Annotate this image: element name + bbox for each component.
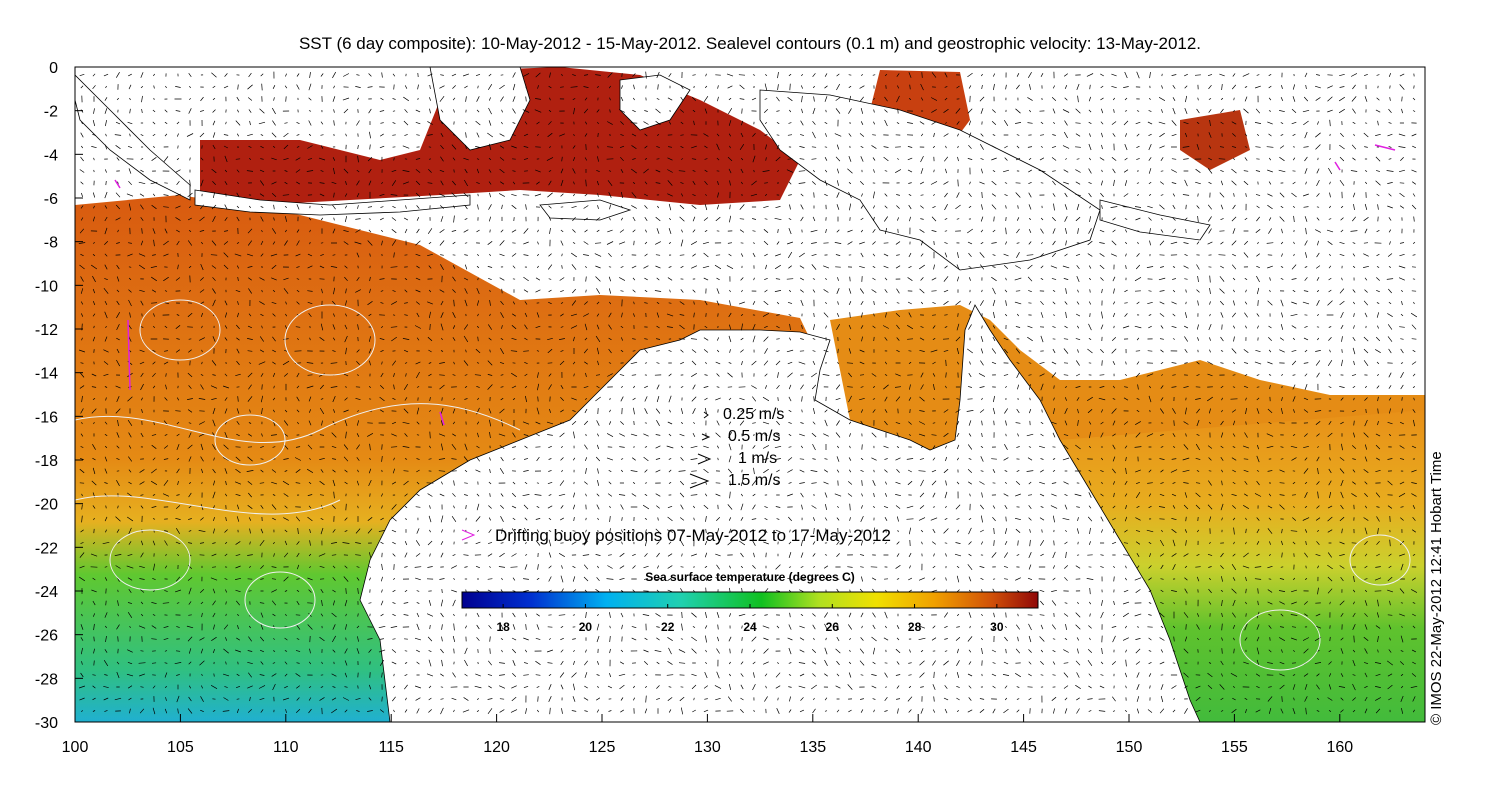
x-tick-label: 155 (1221, 739, 1248, 756)
legend-arrow-15 (689, 473, 710, 489)
colorbar-tick-label: 28 (908, 620, 922, 634)
y-tick-label: -10 (35, 278, 58, 295)
x-tick-label: 150 (1116, 739, 1143, 756)
legend-arrow-05 (701, 433, 711, 441)
sealevel-contours (75, 299, 1411, 671)
sst-pacific-hot (1180, 110, 1250, 170)
y-tick-label: -30 (35, 715, 58, 732)
buoy-legend-marker (461, 529, 476, 541)
velocity-legend-label: 1.5 m/s (728, 472, 781, 489)
y-tick-label: -14 (35, 366, 58, 383)
y-tick-label: -4 (44, 147, 58, 164)
y-tick-label: -2 (44, 104, 58, 121)
y-tick-label: -6 (44, 191, 58, 208)
y-tick-label: 0 (49, 60, 58, 77)
colorbar-tick-label: 18 (496, 620, 510, 634)
legend-arrow-1 (697, 453, 712, 465)
x-tick-label: 145 (1010, 739, 1037, 756)
map-title: SST (6 day composite): 10-May-2012 - 15-… (298, 34, 1202, 53)
x-tick-label: 140 (905, 739, 932, 756)
axis-ticks: 100 105 110 115 120 125 130 135 140 145 150 155 160 0… (35, 60, 1353, 756)
sst-east-cool (1060, 410, 1425, 722)
colorbar-title: Sea surface temperature (degrees C) (645, 570, 855, 584)
credit-label: © IMOS 22-May-2012 12:41 Hobart Time (1428, 451, 1445, 725)
x-tick-label: 105 (167, 739, 194, 756)
colorbar-tick-label: 20 (579, 620, 593, 634)
x-tick-label: 120 (483, 739, 510, 756)
x-tick-label: 100 (62, 739, 89, 756)
x-tick-label: 110 (273, 739, 299, 756)
y-tick-label: -12 (35, 322, 58, 339)
colorbar-tick-label: 22 (661, 620, 675, 634)
y-tick-label: -18 (35, 453, 58, 470)
buoy-legend-label: Drifting buoy positions 07-May-2012 to 1… (495, 526, 891, 545)
x-tick-label: 125 (589, 739, 616, 756)
plot-frame (74, 66, 1426, 723)
velocity-arrows (78, 71, 1418, 715)
y-tick-label: -22 (35, 540, 58, 557)
legend-arrow-025 (703, 411, 709, 419)
colorbar-tick-label: 26 (826, 620, 840, 634)
buoy-tracks (114, 144, 1396, 426)
x-tick-label: 135 (799, 739, 826, 756)
velocity-vectors (78, 71, 1418, 715)
y-tick-label: -8 (44, 235, 58, 252)
y-tick-label: -20 (35, 497, 58, 514)
x-tick-label: 160 (1326, 739, 1353, 756)
y-tick-label: -28 (35, 671, 58, 688)
land-sumatra (75, 74, 191, 201)
velocity-legend-label: 1 m/s (738, 450, 778, 467)
velocity-legend-label: 0.25 m/s (723, 406, 785, 423)
land-borneo (429, 67, 531, 151)
y-tick-label: -26 (35, 628, 58, 645)
land-java (194, 189, 471, 216)
y-tick-label: -24 (35, 584, 58, 601)
velocity-legend-label: 0.5 m/s (728, 428, 781, 445)
land (75, 67, 1211, 722)
x-tick-label: 130 (694, 739, 721, 756)
y-tick-label: -16 (35, 409, 58, 426)
land-australia (359, 304, 1201, 722)
land-new-guinea (759, 89, 1101, 271)
colorbar-ticks: 18 20 22 24 26 28 30 (496, 604, 1004, 634)
velocity-legend-arrows (461, 411, 712, 541)
x-tick-label: 115 (378, 739, 404, 756)
land-new-britain (1099, 199, 1211, 241)
colorbar-tick-label: 24 (743, 620, 757, 634)
colorbar-tick-label: 30 (990, 620, 1004, 634)
land-timor (539, 199, 632, 221)
